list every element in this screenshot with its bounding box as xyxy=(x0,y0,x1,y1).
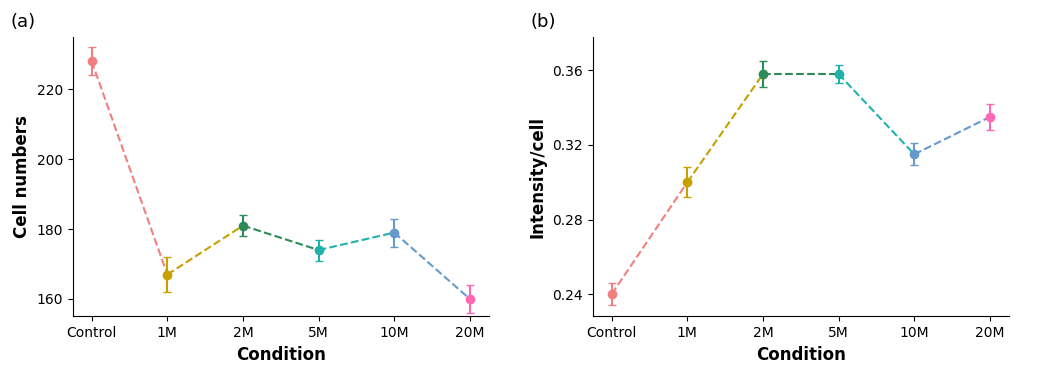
Y-axis label: Intensity/cell: Intensity/cell xyxy=(528,116,547,238)
Text: (b): (b) xyxy=(530,13,556,31)
X-axis label: Condition: Condition xyxy=(756,346,846,364)
X-axis label: Condition: Condition xyxy=(236,346,326,364)
Y-axis label: Cell numbers: Cell numbers xyxy=(14,115,31,238)
Text: (a): (a) xyxy=(10,13,35,31)
